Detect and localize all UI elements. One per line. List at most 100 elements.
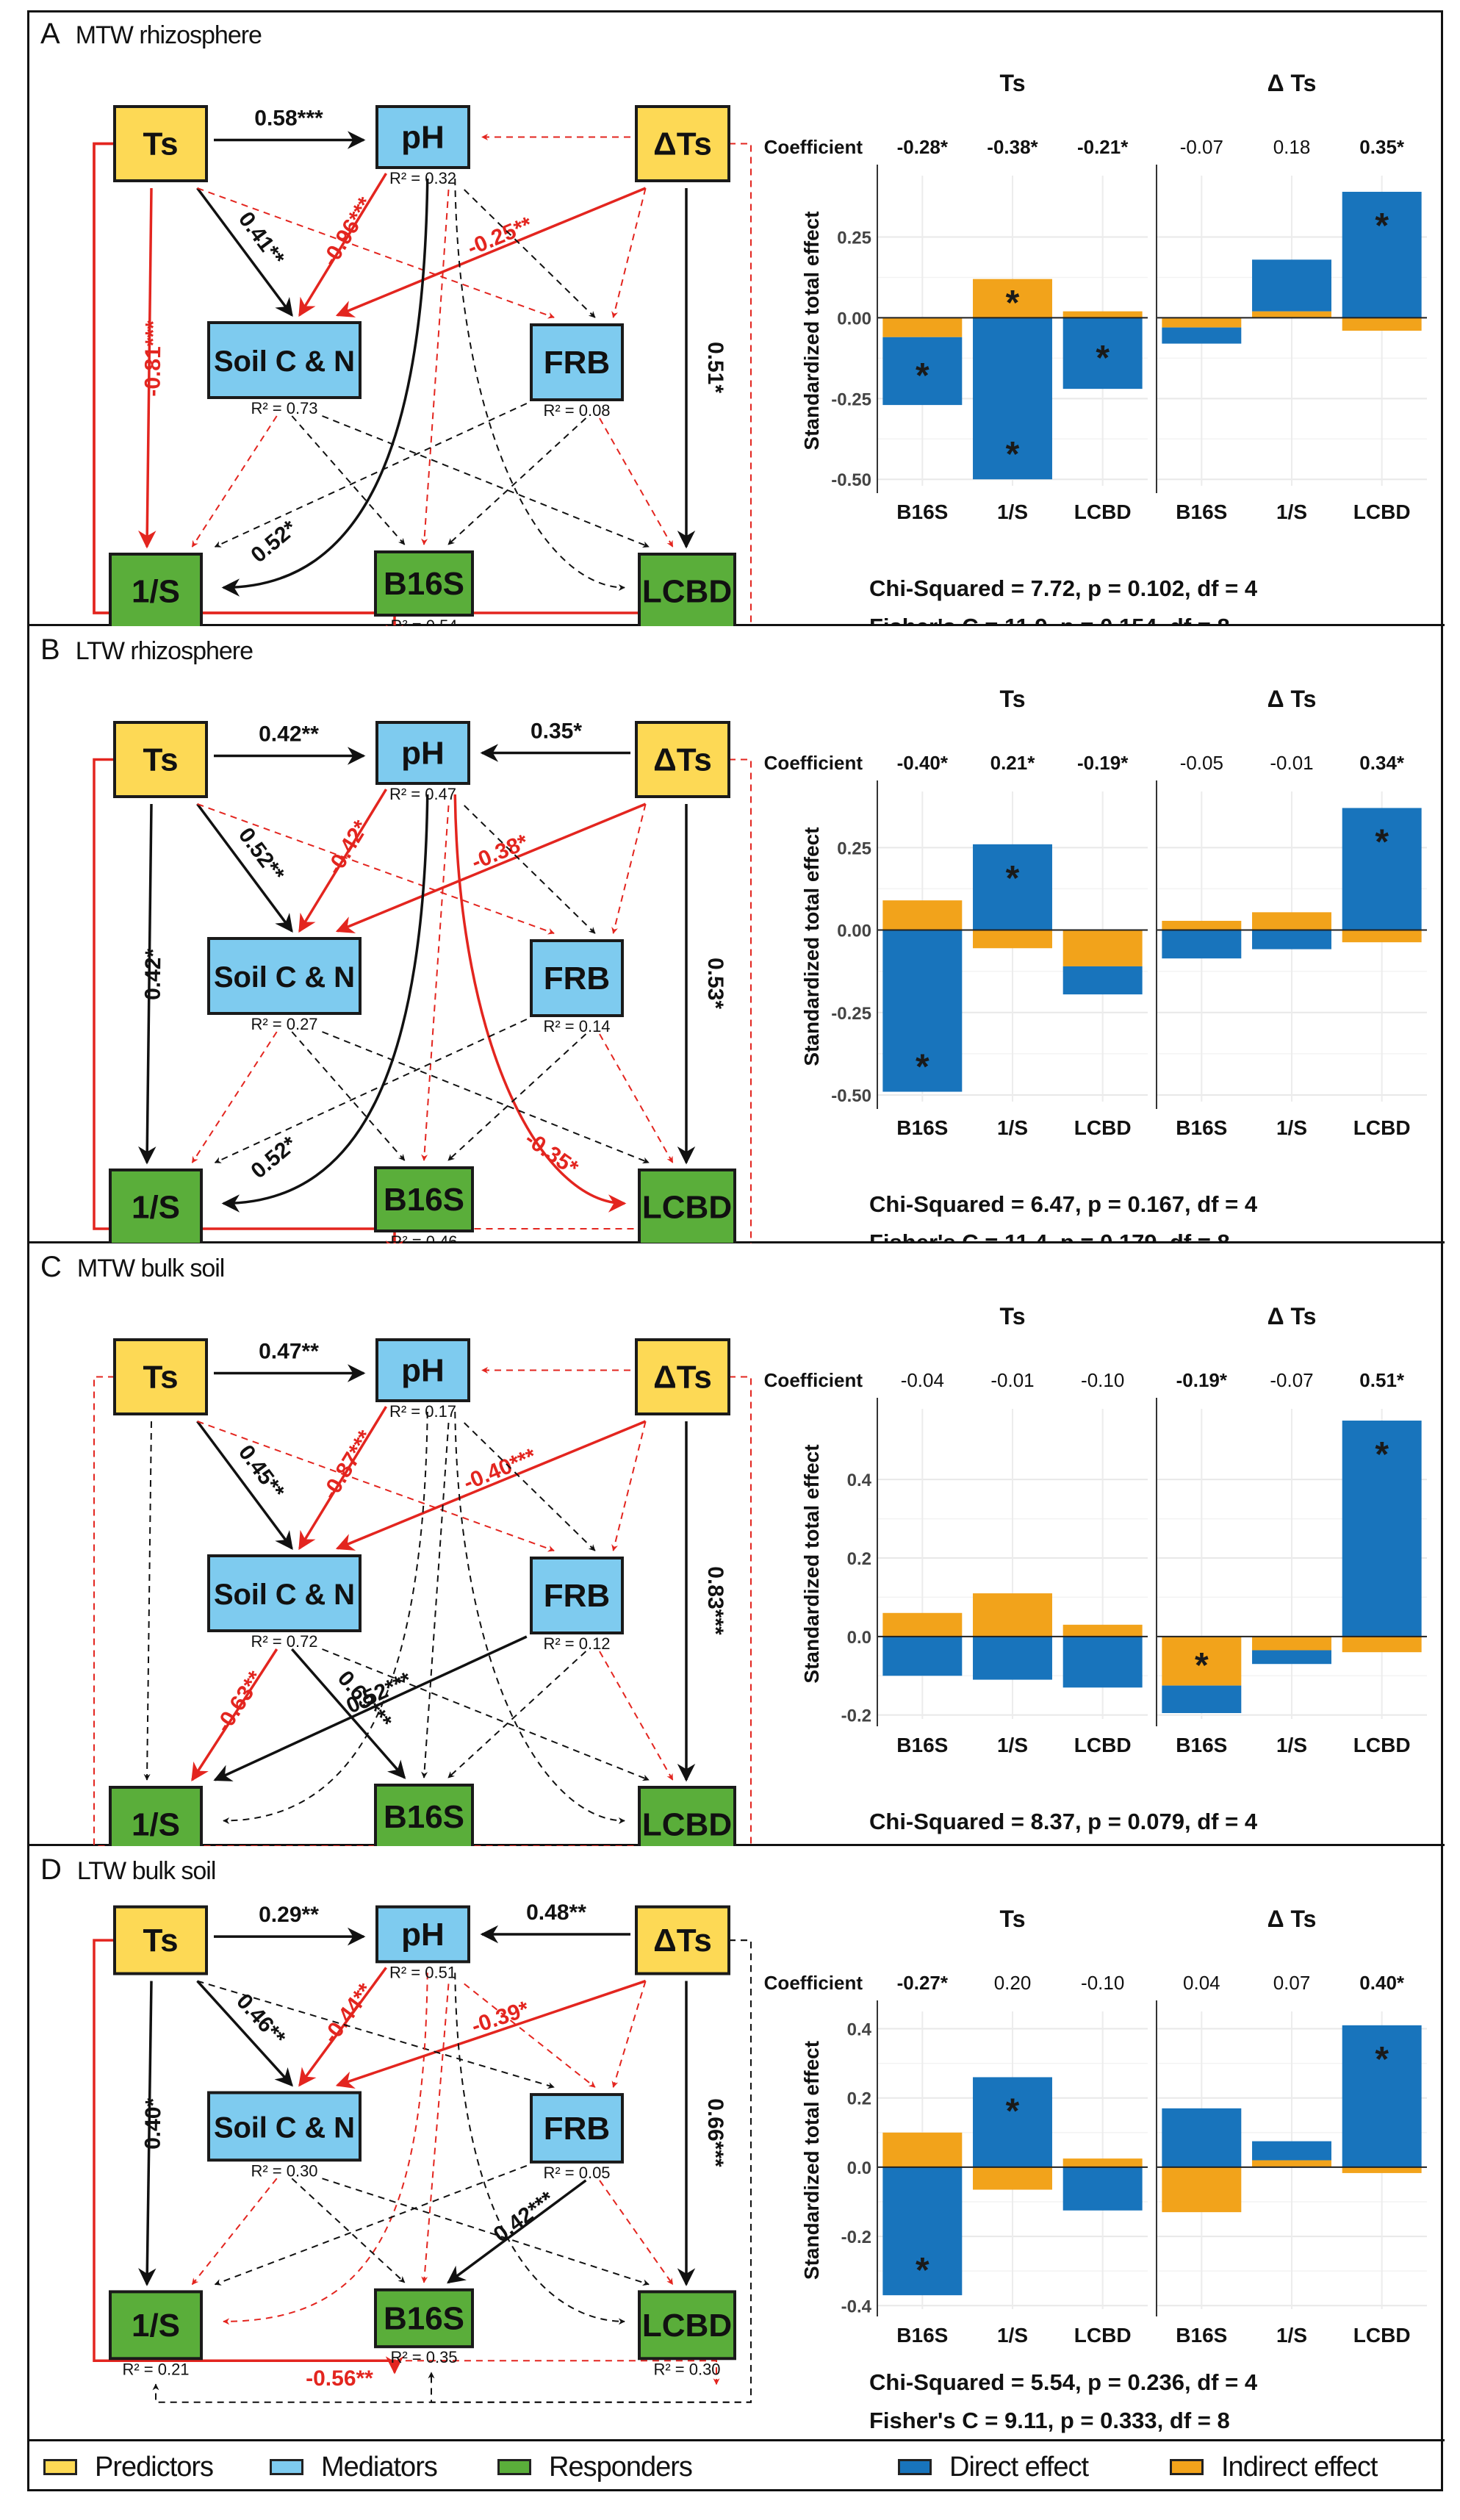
edge-scn-to-s xyxy=(191,1648,278,1782)
figure-frame xyxy=(27,10,1443,2491)
bar-indirect-ddts-lcbd xyxy=(1342,1636,1422,1653)
node-label: 1/S xyxy=(132,1807,180,1843)
legend-label-responders: Responders xyxy=(549,2451,693,2483)
node-box xyxy=(530,939,624,1017)
y-tick-label: 0.0 xyxy=(847,2158,871,2178)
legend-item-responders: Responders xyxy=(497,2451,693,2483)
bar-indirect-ts-b16s xyxy=(882,2132,963,2167)
edge-coefficient-label: 0.35* xyxy=(531,719,582,744)
x-tick-label: B16S xyxy=(896,2324,948,2347)
edge-coefficient-label: 0.66*** xyxy=(703,2098,727,2167)
node-label: pH xyxy=(401,1917,445,1953)
edge-ts-to-frb xyxy=(197,803,555,935)
coefficient-value: -0.01 xyxy=(1270,752,1313,774)
bar-direct-ts-b16s xyxy=(882,2167,963,2296)
edge-scn-to-b16s xyxy=(290,1648,406,1779)
edge-dts-to-scn xyxy=(335,187,647,317)
node-box xyxy=(113,721,208,798)
node-r-squared: R² = 0.51 xyxy=(389,1963,456,1981)
y-tick-label: 0.4 xyxy=(847,1471,872,1490)
edge-dts-to-frb xyxy=(611,1981,647,2088)
node-box xyxy=(530,1557,624,1634)
node-label: 1/S xyxy=(132,574,180,610)
bar-indirect-ddts-1s xyxy=(1252,311,1331,318)
edge-coefficient-label: -0.56** xyxy=(306,2366,373,2391)
node-label: pH xyxy=(401,736,445,772)
edge-ts-to-s xyxy=(143,1421,152,1781)
coefficient-value: 0.07 xyxy=(1273,1972,1311,1994)
node-label: pH xyxy=(401,1353,445,1389)
edge-scn-to-s xyxy=(191,415,278,548)
node-label: Soil C & N xyxy=(214,961,355,994)
y-axis-label: Standardized total effect xyxy=(800,2041,823,2280)
node-frb: FRB R² = 0.12 xyxy=(530,1557,624,1653)
coefficient-value: 0.21* xyxy=(990,752,1036,774)
node-dts: ΔTs xyxy=(635,721,730,798)
facet-title: Ts xyxy=(1000,1906,1026,1932)
facet-title: Δ Ts xyxy=(1267,1906,1317,1932)
bar-direct-ts-lcbd xyxy=(1062,966,1143,995)
node-box xyxy=(109,1786,203,1846)
x-tick-label: 1/S xyxy=(1276,500,1307,523)
y-axis-label: Standardized total effect xyxy=(800,211,823,450)
node-box xyxy=(113,1905,208,1975)
bar-direct-ddts-lcbd xyxy=(1342,1421,1422,1637)
x-tick-label: B16S xyxy=(896,1116,948,1139)
legend-item-direct-effect: Direct effect xyxy=(898,2452,1089,2483)
node-label: B16S xyxy=(384,1182,464,1218)
node-box xyxy=(207,2091,362,2162)
edge-ph-to-lcbd xyxy=(454,1411,625,1824)
edge-ph-to-s xyxy=(223,1411,428,1824)
chi-squared-stat: Chi-Squared = 5.54, p = 0.236, df = 4 xyxy=(869,2369,1258,2395)
node-label: Soil C & N xyxy=(214,2111,355,2144)
node-label: FRB xyxy=(544,1578,610,1614)
bar-direct-ts-1s xyxy=(973,1636,1052,1680)
edge-ph-to-scn xyxy=(298,1406,387,1551)
panel-title-text: MTW rhizosphere xyxy=(75,21,262,49)
coefficient-row-label: Coefficient xyxy=(764,136,863,158)
edge-ts-to-scn xyxy=(196,803,293,933)
node-ts: Ts xyxy=(113,1338,208,1415)
legend-item-mediators: Mediators xyxy=(270,2452,438,2483)
node-ts: Ts xyxy=(113,105,208,182)
bar-direct-ts-1s xyxy=(973,317,1052,480)
path-diagram-nodes: Ts pH R² = 0.47 ΔTs Soil C & N R² = 0.27 FRB R²… xyxy=(109,721,736,1243)
edge-ph-to-scn xyxy=(298,1967,387,2087)
y-tick-label: -0.50 xyxy=(831,1086,871,1106)
fishers-c-stat: Fisher's C = 11.4, p = 0.179, df = 8 xyxy=(869,1230,1230,1243)
node-r-squared: R² = 0.47 xyxy=(389,785,456,803)
x-tick-label: B16S xyxy=(1176,2324,1227,2347)
node-lcbd: LCBD R² = 0.30 xyxy=(638,2290,736,2378)
edge-coefficient-label: -0.38* xyxy=(468,830,532,875)
node-r-squared: R² = 0.21 xyxy=(122,2360,189,2378)
significance-asterisk: * xyxy=(1096,339,1110,378)
y-tick-label: -0.2 xyxy=(841,1706,871,1726)
node-box xyxy=(635,1338,730,1415)
edge-coefficient-label: 0.40* xyxy=(140,2097,165,2150)
y-tick-label: 0.4 xyxy=(847,2020,872,2040)
node-box xyxy=(374,2288,474,2349)
x-tick-label: LCBD xyxy=(1353,2324,1411,2347)
facet-title: Δ Ts xyxy=(1267,1303,1317,1329)
bar-indirect-ddts-1s xyxy=(1252,1636,1331,1651)
edge-scn-to-b16s xyxy=(291,415,406,545)
edge-dts-to-scn xyxy=(335,803,647,933)
bar-indirect-ddts-1s xyxy=(1252,912,1331,930)
bar-indirect-ddts-b16s xyxy=(1162,1636,1242,1686)
node-s: 1/SR² = 0.40 xyxy=(109,1786,203,1846)
coefficient-row-label: Coefficient xyxy=(764,1369,863,1391)
facet-title: Ts xyxy=(1000,1303,1026,1329)
edge-frb-to-lcbd xyxy=(599,1033,674,1163)
edge-frb-to-s xyxy=(214,2164,528,2286)
edge-frb-to-b16s xyxy=(447,1651,587,1778)
node-label: ΔTs xyxy=(653,1360,712,1396)
node-frb: FRB R² = 0.05 xyxy=(530,2093,624,2182)
node-label: 1/S xyxy=(132,1190,180,1226)
edge-ph-to-b16s xyxy=(421,1422,450,1778)
node-box xyxy=(638,1786,736,1846)
edge-ts-to-lcbd xyxy=(93,1376,717,1846)
edge-coefficient-label: 0.45** xyxy=(234,1440,289,1504)
edge-dts-to-b16s xyxy=(428,1939,752,2403)
edge-frb-to-b16s xyxy=(447,2179,587,2284)
node-ph: pH R² = 0.32 xyxy=(375,105,470,187)
